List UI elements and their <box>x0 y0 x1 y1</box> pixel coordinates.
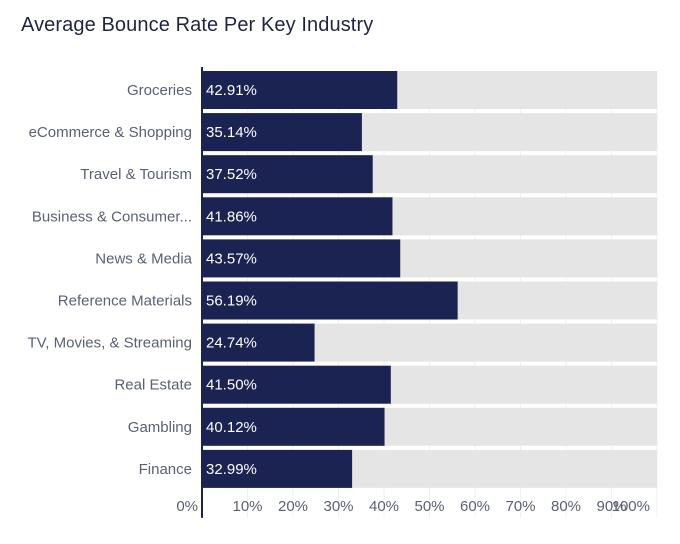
category-label: Finance <box>139 461 192 478</box>
x-tick-label: 60% <box>460 498 490 515</box>
bar <box>202 281 458 320</box>
data-label: 24.74% <box>206 335 257 352</box>
bar <box>202 323 315 362</box>
x-tick-label: 40% <box>369 498 399 515</box>
category-label: News & Media <box>95 250 192 267</box>
bar <box>202 155 373 194</box>
data-label: 37.52% <box>206 166 257 183</box>
x-tick-label: 0% <box>176 498 198 515</box>
x-tick-label: 70% <box>505 498 535 515</box>
data-label: 41.86% <box>206 208 257 225</box>
category-label: Groceries <box>127 82 192 99</box>
category-label: Travel & Tourism <box>80 166 192 183</box>
x-tick-label: 10% <box>232 498 262 515</box>
chart-title: Average Bounce Rate Per Key Industry <box>21 14 374 36</box>
category-label: Gambling <box>128 419 192 436</box>
bar <box>202 449 353 488</box>
category-label: eCommerce & Shopping <box>29 124 192 141</box>
bar <box>202 71 398 109</box>
bar <box>202 113 362 152</box>
bar <box>202 239 401 278</box>
bar <box>202 407 385 446</box>
category-label: Real Estate <box>114 377 192 394</box>
x-tick-label: 30% <box>323 498 353 515</box>
bar <box>202 197 393 236</box>
x-tick-label: 80% <box>551 498 581 515</box>
data-label: 35.14% <box>206 124 257 141</box>
data-label: 56.19% <box>206 293 257 310</box>
data-label: 32.99% <box>206 461 257 478</box>
x-tick-label: 50% <box>414 498 444 515</box>
x-tick-label: 90% <box>596 498 626 515</box>
category-label: Reference Materials <box>58 293 192 310</box>
category-label: Business & Consumer... <box>32 208 192 225</box>
data-label: 43.57% <box>206 250 257 267</box>
x-tick-label: 20% <box>278 498 308 515</box>
bar <box>202 365 391 404</box>
data-label: 42.91% <box>206 82 257 99</box>
data-label: 40.12% <box>206 419 257 436</box>
data-label: 41.50% <box>206 377 257 394</box>
x-tick-label: 100% <box>612 498 650 515</box>
category-label: TV, Movies, & Streaming <box>27 335 192 352</box>
